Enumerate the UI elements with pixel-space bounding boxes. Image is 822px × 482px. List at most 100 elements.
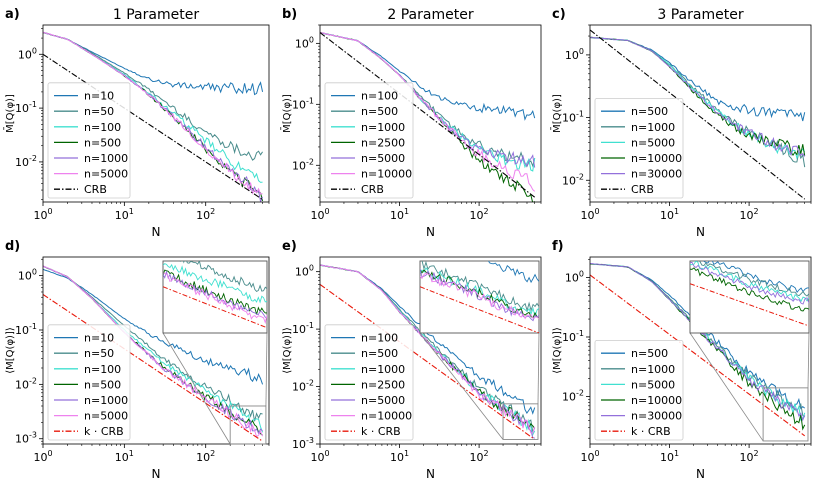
legend-entry: n=10000: [631, 394, 682, 407]
y-tick-label-base: 10: [562, 391, 576, 404]
zoom-region-box: [762, 387, 809, 442]
legend-entry: n=1000: [84, 394, 128, 407]
inset-series-line: [420, 266, 539, 319]
y-tick-label: 10-2: [15, 154, 37, 169]
y-tick-label-base: 10: [562, 112, 576, 125]
legend-entry: CRB: [631, 183, 654, 196]
y-tick-label: 100: [295, 264, 314, 279]
y-tick-label: 10-1: [292, 321, 314, 336]
y-tick-label: 100: [565, 47, 584, 62]
y-tick-label-exp: 0: [579, 47, 584, 56]
y-tick-label: 100: [295, 35, 314, 50]
y-tick-label: 10-2: [15, 376, 37, 391]
panel-label: f): [552, 239, 564, 254]
series-line-n5000: [43, 265, 264, 438]
legend: n=100 n=500 n=1000 n=2500 n=5000 n=10000 CRB: [324, 82, 414, 199]
y-tick-label-exp: 0: [579, 269, 584, 278]
y-tick-label: 10-2: [562, 172, 584, 187]
zoom-connector: [419, 332, 504, 440]
legend-entry: n=1000: [361, 363, 405, 376]
legend-entry: n=1000: [631, 363, 675, 376]
y-axis-label: M̄[Q(φ)]: [550, 94, 563, 133]
x-tick-label-base: 10: [33, 209, 47, 222]
zoom-region-box: [229, 405, 267, 445]
legend-entry: n=100: [84, 121, 121, 134]
legend-entry: n=30000: [631, 168, 682, 181]
inset-series-line: [488, 261, 539, 284]
y-tick-label-base: 10: [15, 102, 29, 115]
inset-series-line: [690, 261, 809, 305]
y-tick-label-exp: 0: [309, 35, 314, 44]
y-tick-label-exp: -3: [29, 431, 37, 440]
y-tick-label: 10-3: [15, 431, 37, 446]
x-tick-label-exp: 1: [674, 449, 679, 458]
x-tick-label-base: 10: [390, 451, 404, 464]
legend-entry: n=1000: [84, 152, 128, 165]
legend: n=10 n=50 n=100 n=500 n=1000 n=5000 CRB: [47, 82, 131, 199]
inset-series-line: [179, 261, 267, 292]
x-tick-label: 101: [390, 449, 409, 464]
legend-entry: n=500: [361, 347, 398, 360]
x-tick-label-exp: 1: [404, 207, 409, 216]
legend-entry: n=5000: [361, 152, 405, 165]
x-axis-label: N: [426, 225, 435, 239]
x-tick-label: 100: [33, 207, 52, 222]
legend-entry: n=5000: [84, 410, 128, 423]
legend-entry: n=10000: [361, 410, 412, 423]
x-tick-label: 100: [33, 449, 52, 464]
x-tick-label-base: 10: [33, 451, 47, 464]
y-axis-label: M̄[Q(φ)]: [280, 94, 293, 133]
x-axis-label: N: [696, 225, 705, 239]
series-line-kcrb: [590, 274, 806, 437]
inset-series-line: [163, 286, 267, 329]
y-tick-label-exp: 0: [309, 264, 314, 273]
x-tick-label-base: 10: [470, 209, 484, 222]
legend-entry: n=5000: [361, 394, 405, 407]
x-tick-label: 101: [115, 207, 134, 222]
y-tick-label-base: 10: [18, 270, 32, 283]
legend: n=500 n=1000 n=5000 n=10000 n=30000 CRB: [594, 98, 684, 199]
x-tick-label: 102: [740, 207, 759, 222]
x-tick-label-exp: 0: [594, 449, 599, 458]
legend-entry: n=10000: [361, 168, 412, 181]
x-tick-label-exp: 2: [210, 449, 215, 458]
inset-series-line: [163, 272, 267, 325]
y-tick-label-base: 10: [15, 433, 29, 446]
legend-entry: n=500: [361, 105, 398, 118]
legend: n=100 n=500 n=1000 n=2500 n=5000 n=10000 k · C…: [324, 324, 414, 441]
x-tick-label-exp: 2: [484, 207, 489, 216]
plot-frame: [319, 256, 542, 445]
y-tick-label: 10-2: [292, 157, 314, 172]
x-tick-label-exp: 0: [324, 207, 329, 216]
x-tick-label: 101: [660, 207, 679, 222]
inset-series-line: [163, 263, 267, 304]
series-group: [43, 265, 264, 442]
y-tick-label: 10-1: [292, 96, 314, 111]
y-tick-label: 100: [18, 268, 37, 283]
legend-entry: n=2500: [361, 136, 405, 149]
legend-entry: k · CRB: [361, 425, 401, 438]
y-tick-label-base: 10: [562, 331, 576, 344]
y-tick-label-exp: -2: [29, 154, 37, 163]
zoom-region-box: [502, 403, 539, 440]
panel-label: d): [5, 239, 20, 254]
x-tick-label-exp: 2: [754, 207, 759, 216]
series-line-n10000: [320, 264, 536, 434]
series-group: [590, 29, 806, 200]
x-tick-label: 101: [115, 449, 134, 464]
legend-entry: n=100: [84, 363, 121, 376]
x-tick-label-exp: 2: [754, 449, 759, 458]
y-tick-label: 10-2: [292, 379, 314, 394]
plot-frame: [589, 24, 812, 203]
x-tick-label-base: 10: [660, 451, 674, 464]
x-axis-label: N: [696, 467, 705, 481]
legend-entry: n=500: [84, 378, 121, 391]
x-tick-label-base: 10: [740, 209, 754, 222]
series-line-kcrb: [320, 283, 536, 440]
y-tick-label-base: 10: [565, 49, 579, 62]
legend-entry: CRB: [361, 183, 384, 196]
